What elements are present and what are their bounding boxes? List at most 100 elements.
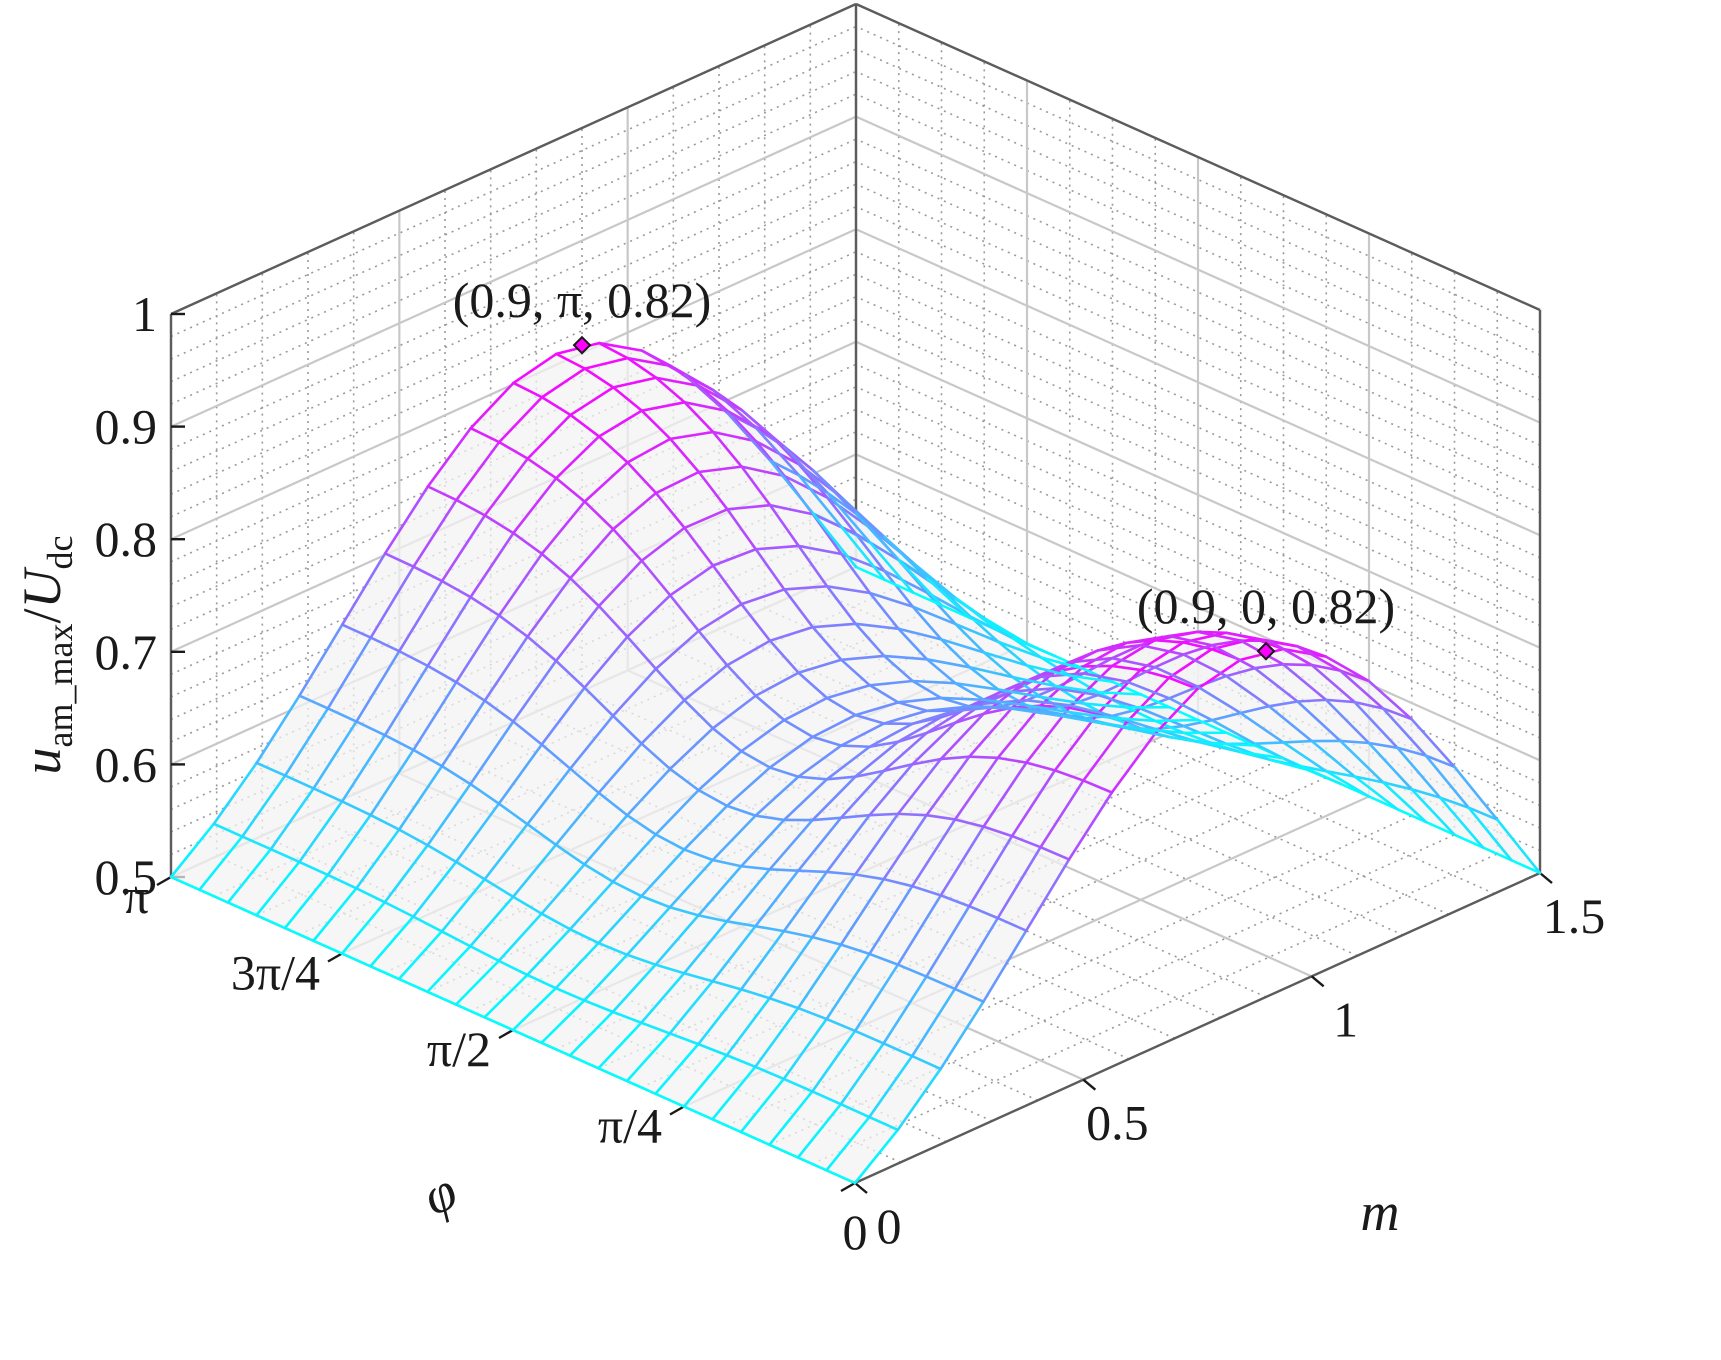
mesh-line-const-m: [383, 733, 415, 752]
mesh-line-const-phi: [1310, 739, 1356, 778]
mesh-line-const-m: [483, 514, 515, 535]
mesh-line-const-phi: [312, 720, 358, 790]
mesh-line-const-phi: [526, 767, 572, 826]
mesh-line-const-m: [440, 764, 472, 786]
annotation-marker: [572, 335, 592, 355]
mesh-line-const-m: [883, 578, 915, 594]
surface-face: [570, 529, 642, 607]
mesh-line-const-m: [312, 939, 344, 955]
mesh-line-const-m: [412, 748, 444, 768]
mesh-line-const-phi: [625, 905, 672, 957]
surface-face: [1226, 668, 1298, 707]
mesh-line-const-phi: [911, 721, 957, 766]
mesh-line-const-m: [868, 591, 900, 631]
z-tick-label: 0.5: [95, 849, 158, 905]
mesh-line-const-phi: [739, 929, 786, 991]
surface-face: [456, 615, 528, 701]
mesh-line-const-m: [1082, 779, 1114, 794]
mesh-line-const-m: [654, 963, 686, 975]
surface-face: [484, 974, 556, 1030]
mesh-line-const-m: [1282, 739, 1314, 744]
mesh-line-const-m: [1324, 769, 1356, 778]
mesh-line-const-phi: [469, 531, 515, 599]
surface-face: [798, 745, 870, 780]
mesh-line-const-phi: [939, 696, 986, 702]
mesh-line-const-phi: [326, 813, 372, 877]
mesh-line-const-phi: [811, 713, 857, 739]
mesh-line-const-phi: [1068, 656, 1114, 664]
mesh-line-const-m: [997, 640, 1029, 667]
mesh-line-const-phi: [1053, 712, 1099, 772]
mesh-line-const-m: [669, 437, 701, 474]
mesh-line-const-m: [526, 635, 558, 663]
mesh-line-const-m: [711, 564, 743, 606]
surface-face: [527, 578, 599, 661]
surface-face: [812, 874, 884, 945]
side-wall-minor-hgrid: [855, 431, 1541, 739]
surface-face: [584, 954, 656, 1012]
mesh-line-const-m: [654, 376, 686, 404]
mesh-line-const-phi: [1196, 658, 1242, 691]
surface-face: [598, 743, 671, 816]
mesh-line-const-m: [511, 720, 544, 746]
mesh-line-const-phi: [754, 1006, 800, 1069]
surface-face: [955, 624, 1027, 666]
surface-face: [470, 533, 542, 616]
mesh-line-const-m: [782, 1077, 814, 1093]
mesh-line-const-m: [882, 763, 914, 773]
mesh-line-const-phi: [440, 699, 487, 768]
mesh-line-const-m: [910, 884, 943, 897]
mesh-line-const-m: [426, 843, 458, 864]
mesh-line-const-phi: [996, 845, 1042, 920]
mesh-line-const-m: [1424, 754, 1456, 769]
mesh-line-const-m: [825, 775, 857, 781]
mesh-line-const-phi: [583, 813, 629, 866]
mesh-line-const-phi: [782, 1017, 828, 1081]
mesh-line-const-phi: [1153, 687, 1199, 736]
m-tick-label: 1: [1333, 991, 1358, 1047]
surface-face: [470, 896, 542, 961]
surface-face: [1097, 669, 1169, 723]
mesh-line-const-phi: [1096, 690, 1143, 696]
mesh-line-const-m: [839, 1102, 871, 1119]
surface-face: [955, 757, 1027, 827]
z-title-divisor: U: [12, 567, 72, 609]
surface-face: [840, 879, 913, 954]
mesh-line-const-m: [1182, 718, 1214, 728]
mesh-line-const-m: [654, 833, 686, 851]
mesh-line-const-m: [868, 683, 900, 704]
surface-face: [399, 581, 471, 666]
mesh-line-const-m: [212, 822, 244, 838]
surface-face: [883, 815, 956, 887]
mesh-line-const-phi: [469, 381, 515, 430]
surface-face: [727, 767, 799, 816]
mesh-line-const-phi: [711, 1065, 757, 1121]
mesh-line-const-phi: [1410, 717, 1456, 769]
mesh-line-const-m: [868, 812, 900, 817]
mesh-line-const-m: [726, 508, 758, 551]
phi-tick-label: π/4: [598, 1097, 662, 1153]
mesh-line-const-phi: [1353, 700, 1399, 750]
mesh-line-const-phi: [397, 930, 444, 981]
mesh-line-const-phi: [754, 869, 800, 928]
surface-face: [698, 989, 770, 1056]
surface-face: [484, 824, 556, 897]
mesh-line-const-phi: [426, 426, 472, 488]
mesh-line-const-m: [426, 990, 458, 1006]
mesh-line-const-phi: [796, 816, 843, 872]
mesh-line-const-phi: [769, 459, 815, 515]
mesh-line-const-phi: [283, 873, 330, 930]
surface-face: [570, 1011, 642, 1069]
mesh-line-const-m: [611, 1010, 643, 1025]
mesh-line-const-m: [454, 680, 487, 702]
mesh-line-const-phi: [540, 500, 586, 556]
mesh-line-const-phi: [840, 496, 886, 539]
surface-face: [213, 762, 286, 837]
surface-face: [1169, 649, 1241, 689]
mesh-line-const-m: [711, 1117, 743, 1134]
z-tick-label: 0.8: [95, 511, 158, 567]
mesh-line-const-m: [882, 569, 915, 608]
mesh-line-const-m: [640, 559, 672, 597]
mesh-line-const-m: [825, 1017, 857, 1033]
mesh-line-const-m: [612, 386, 644, 412]
